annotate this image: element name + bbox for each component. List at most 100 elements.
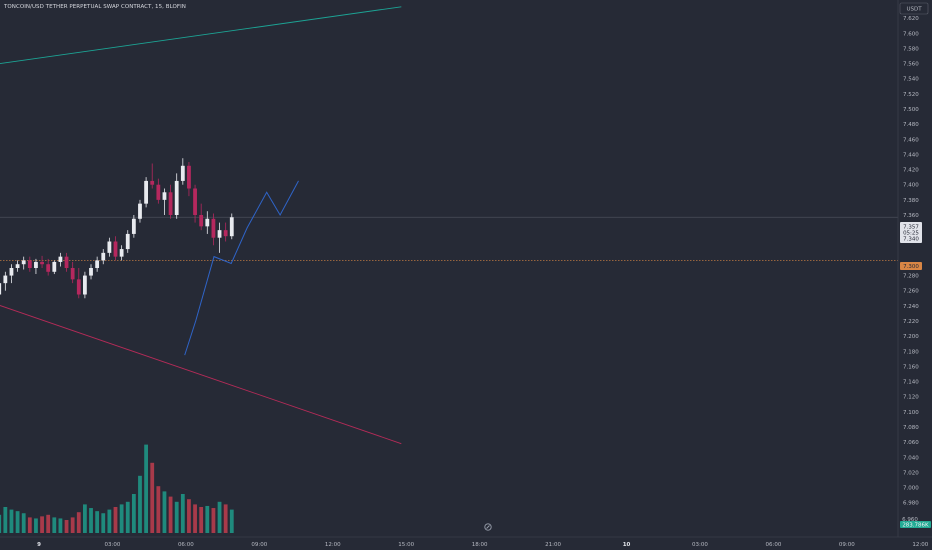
volume-bar (229, 509, 234, 533)
volume-bar (0, 514, 2, 533)
volume-bar (144, 444, 148, 533)
volume-badge (900, 521, 931, 528)
x-tick-label: 06:00 (765, 542, 781, 548)
candle (46, 258, 51, 276)
y-tick-label: 7.220 (903, 319, 919, 325)
volume-bar (156, 486, 161, 533)
volume-bar (193, 504, 197, 533)
projection-path[interactable] (184, 180, 299, 356)
volume-bar (83, 504, 87, 533)
candle (95, 256, 100, 272)
y-tick-label: 7.160 (903, 364, 919, 370)
y-tick-label: 7.080 (903, 425, 919, 431)
candle (174, 173, 179, 219)
x-tick-label: 06:00 (178, 542, 194, 548)
x-tick-label: 9 (37, 542, 41, 548)
trend-line-0[interactable] (0, 6, 402, 121)
candle (125, 230, 130, 253)
candle (101, 249, 106, 265)
y-tick-label: 6.980 (903, 501, 919, 507)
volume-bar (125, 501, 130, 533)
candle (211, 213, 216, 246)
y-tick-label: 7.620 (903, 16, 919, 22)
bottom-tick-label: 6.960 (902, 517, 918, 523)
volume-bar (89, 508, 93, 533)
time-axis[interactable] (0, 537, 932, 550)
volume-bar (168, 496, 173, 533)
currency-label: USDT (906, 7, 922, 13)
y-tick-label: 7.060 (903, 440, 919, 446)
x-tick-label: 18:00 (472, 542, 488, 548)
y-tick-label: 7.460 (903, 137, 919, 143)
volume-bar (64, 520, 69, 533)
y-tick-label: 7.360 (903, 213, 919, 219)
x-tick-label: 12:00 (325, 542, 341, 548)
candle (150, 163, 155, 189)
current-price-label: 7.357 (903, 225, 919, 231)
candle (199, 203, 204, 231)
y-tick-label: 7.180 (903, 349, 919, 355)
x-tick-label: 09:00 (251, 542, 267, 548)
volume-bar (223, 504, 228, 533)
volume-bar (138, 475, 142, 533)
candle (131, 215, 136, 238)
candle (34, 258, 38, 275)
countdown-label: 05:25 (903, 231, 919, 237)
candle (205, 211, 210, 234)
y-tick-label: 7.140 (903, 380, 919, 386)
candle (15, 260, 20, 272)
candle (107, 237, 112, 257)
y-tick-label: 7.280 (903, 274, 919, 280)
volume-bar (40, 516, 44, 533)
y-tick-label: 7.200 (903, 334, 919, 340)
y-tick-label: 7.580 (903, 46, 919, 52)
volume-bar (70, 517, 75, 533)
y-tick-label: 7.500 (903, 107, 919, 113)
marked-level-label: 7.300 (903, 264, 919, 270)
candle (83, 271, 87, 299)
volume-bar (162, 491, 167, 533)
candle (27, 256, 32, 272)
volume-bar (131, 494, 136, 533)
volume-bar (174, 501, 179, 533)
volume-bar (3, 507, 8, 533)
candle (144, 177, 148, 208)
volume-bar (180, 494, 185, 533)
volume-bar (205, 505, 210, 533)
settings-icon[interactable] (484, 523, 492, 531)
candle (223, 222, 228, 242)
plot-area[interactable] (0, 0, 898, 537)
volume-bar (34, 518, 38, 533)
volume-bar (21, 513, 26, 533)
y-tick-label: 7.020 (903, 470, 919, 476)
volume-bar (101, 513, 106, 533)
currency-selector[interactable] (899, 2, 929, 15)
volume-badge-label: 283.786K (902, 523, 929, 529)
y-tick-label: 7.120 (903, 395, 919, 401)
y-tick-label: 7.480 (903, 122, 919, 128)
y-tick-label: 7.520 (903, 92, 919, 98)
last-price-badge (900, 222, 922, 243)
candle (58, 252, 63, 267)
volume-bar (211, 508, 216, 533)
current-price-tick: 7.340 (903, 237, 919, 243)
candle (162, 188, 167, 215)
candle (64, 252, 69, 272)
y-tick-label: 7.440 (903, 152, 919, 158)
y-tick-label: 7.560 (903, 62, 919, 68)
volume-bar (27, 517, 32, 533)
y-tick-label: 7.600 (903, 31, 919, 37)
marked-level-badge (900, 262, 922, 270)
x-tick-label: 03:00 (105, 542, 121, 548)
volume-bar (46, 514, 51, 533)
y-tick-label: 7.400 (903, 183, 919, 189)
x-tick-label: 21:00 (545, 542, 561, 548)
candle (217, 222, 222, 253)
candle (3, 271, 8, 291)
candle (70, 261, 75, 284)
candle (229, 213, 234, 240)
trend-line-1[interactable] (0, 167, 402, 445)
volume-bar (107, 509, 112, 533)
